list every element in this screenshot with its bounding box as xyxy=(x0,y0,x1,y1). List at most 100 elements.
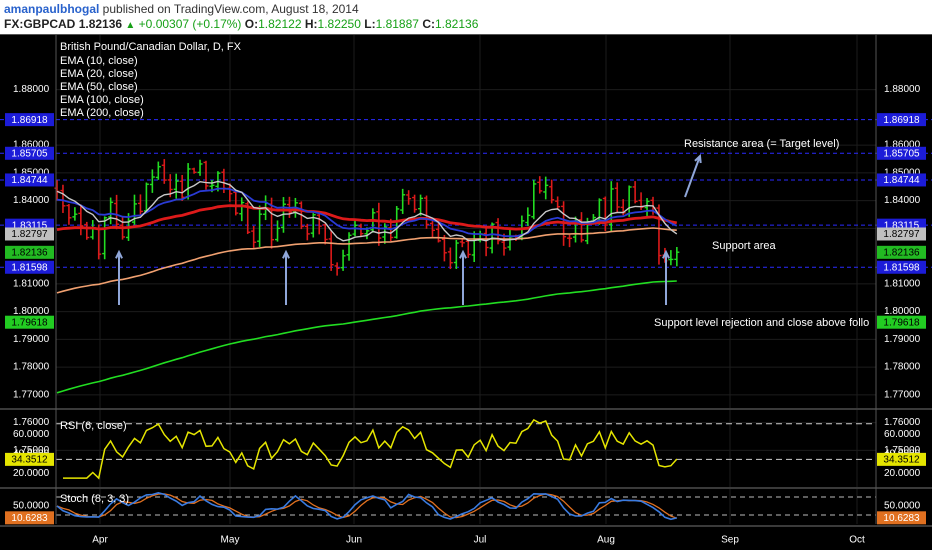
open-value: 1.82122 xyxy=(258,17,302,31)
left-price-label-box-close xyxy=(5,245,54,259)
stoch-k-line xyxy=(56,491,677,521)
left-price-tick: 1.85000 xyxy=(13,167,50,178)
left-rsi-tick: 60.0000 xyxy=(13,429,50,440)
pane-separator xyxy=(0,525,932,527)
right-price-tick: 1.77000 xyxy=(884,389,921,400)
month-label-aug: Aug xyxy=(597,535,615,546)
left-rsi-value: 34.3512 xyxy=(11,455,48,466)
legend-ema200: EMA (200, close) xyxy=(60,107,144,119)
left-rsi-tick: 20.0000 xyxy=(13,468,50,479)
left-rsi-value-box xyxy=(5,452,54,466)
ema10-line xyxy=(56,180,678,242)
left-price-label-box-l2 xyxy=(5,146,54,160)
ema50-line xyxy=(56,204,678,231)
left-price-tick: 1.80000 xyxy=(13,306,50,317)
rsi-pane xyxy=(56,418,876,480)
right-price-tick: 1.86000 xyxy=(884,140,921,151)
right-price-tick: 1.75000 xyxy=(884,445,921,456)
right-price-tick: 1.81000 xyxy=(884,278,921,289)
left-price-label-box-ema200 xyxy=(5,315,54,329)
left-price-label-box-l5 xyxy=(5,260,54,274)
left-price-tick: 1.81000 xyxy=(13,278,50,289)
right-price-tick: 1.80000 xyxy=(884,306,921,317)
right-price-label-l3: 1.84744 xyxy=(883,175,920,186)
month-label-apr: Apr xyxy=(92,535,108,546)
left-price-label-ema200: 1.79618 xyxy=(11,317,48,328)
stoch-pane xyxy=(56,491,876,521)
support-arrow-1-head xyxy=(282,249,290,259)
right-price-tick: 1.88000 xyxy=(884,84,921,95)
left-price-tick: 1.86000 xyxy=(13,140,50,151)
author-link[interactable]: amanpaulbhogal xyxy=(4,2,100,16)
right-price-tick: 1.76000 xyxy=(884,417,921,428)
right-price-label-box-l1 xyxy=(877,113,926,127)
ema100-line xyxy=(56,227,677,294)
annotation-arrows xyxy=(115,153,702,305)
right-rsi-tick: 60.0000 xyxy=(884,429,921,440)
left-price-tick: 1.77000 xyxy=(13,389,50,400)
month-label-oct: Oct xyxy=(849,535,865,546)
header: amanpaulbhogal published on TradingView.… xyxy=(0,0,932,34)
low-value: 1.81887 xyxy=(375,17,419,31)
left-price-label-box-ema10 xyxy=(5,227,54,241)
price-axes: 1.88000 1.88000 1.86000 1.86000 1.85000 1.850… xyxy=(5,84,926,525)
right-price-tick: 1.79000 xyxy=(884,334,921,345)
left-price-tick: 1.75000 xyxy=(13,445,50,456)
right-rsi-tick: 20.0000 xyxy=(884,468,921,479)
resistance-annotation: Resistance area (= Target level) xyxy=(684,138,839,150)
right-price-tick: 1.85000 xyxy=(884,167,921,178)
left-price-tick: 1.79000 xyxy=(13,334,50,345)
right-price-label-l4: 1.83115 xyxy=(884,220,920,231)
pane-separators xyxy=(0,34,932,527)
resistance-arrow xyxy=(684,155,701,198)
open-label: O: xyxy=(244,17,259,31)
grid xyxy=(56,34,876,524)
right-stoch-value: 10.6283 xyxy=(883,513,920,524)
rsi-title: RSI (6, close) xyxy=(60,420,127,432)
right-price-label-ema10: 1.82797 xyxy=(883,229,920,240)
time-axis: Apr May Jun Jul Aug Sep Oct xyxy=(92,535,865,546)
legend-ema10: EMA (10, close) xyxy=(60,55,138,67)
publish-line: amanpaulbhogal published on TradingView.… xyxy=(4,2,359,16)
right-rsi-value-box xyxy=(877,452,926,466)
resistance-arrow-head xyxy=(694,153,702,164)
support-arrow-0-head xyxy=(115,249,123,259)
right-price-label-box-l2 xyxy=(877,146,926,160)
month-label-may: May xyxy=(221,535,240,546)
last-price: 1.82136 xyxy=(78,17,123,31)
support-arrow-3-head xyxy=(662,249,670,259)
high-value: 1.82250 xyxy=(317,17,361,31)
support-arrow-2-head xyxy=(459,249,467,259)
right-stoch-value-box xyxy=(877,511,926,525)
left-price-label-l5: 1.81598 xyxy=(11,262,48,273)
month-label-jun: Jun xyxy=(346,535,362,546)
right-price-tick: 1.84000 xyxy=(884,195,921,206)
right-price-label-l5: 1.81598 xyxy=(883,262,920,273)
right-price-label-ema200: 1.79618 xyxy=(883,317,920,328)
left-stoch-value-box xyxy=(5,511,54,525)
stoch-title: Stoch (8, 3, 3) xyxy=(60,493,129,505)
left-price-tick: 1.84000 xyxy=(13,195,50,206)
right-price-label-box-ema10 xyxy=(877,227,926,241)
left-price-tick: 1.78000 xyxy=(13,362,50,373)
right-rsi-value: 34.3512 xyxy=(883,455,920,466)
month-label-sep: Sep xyxy=(721,535,739,546)
right-price-label-box-ema200 xyxy=(877,315,926,329)
left-price-tick: 1.88000 xyxy=(13,84,50,95)
right-price-tick: 1.78000 xyxy=(884,362,921,373)
right-price-label-close: 1.82136 xyxy=(883,247,920,258)
right-stoch-tick: 50.0000 xyxy=(884,501,921,512)
left-stoch-value: 10.6283 xyxy=(11,513,48,524)
month-label-jul: Jul xyxy=(474,535,487,546)
left-stoch-tick: 50.0000 xyxy=(13,501,50,512)
right-price-label-l2: 1.85705 xyxy=(883,148,920,159)
left-price-label-ema10: 1.82797 xyxy=(11,229,48,240)
right-price-label-box-l3 xyxy=(877,173,926,187)
left-price-label-l4: 1.83115 xyxy=(12,220,48,231)
chart-canvas[interactable]: 1.88000 1.88000 1.86000 1.86000 1.85000 1.850… xyxy=(0,34,932,550)
published-text: published on TradingView.com, August 18,… xyxy=(99,2,359,16)
right-price-label-box-l5 xyxy=(877,260,926,274)
high-label: H: xyxy=(304,17,318,31)
close-label: C: xyxy=(422,17,435,31)
ema-lines xyxy=(56,180,678,394)
